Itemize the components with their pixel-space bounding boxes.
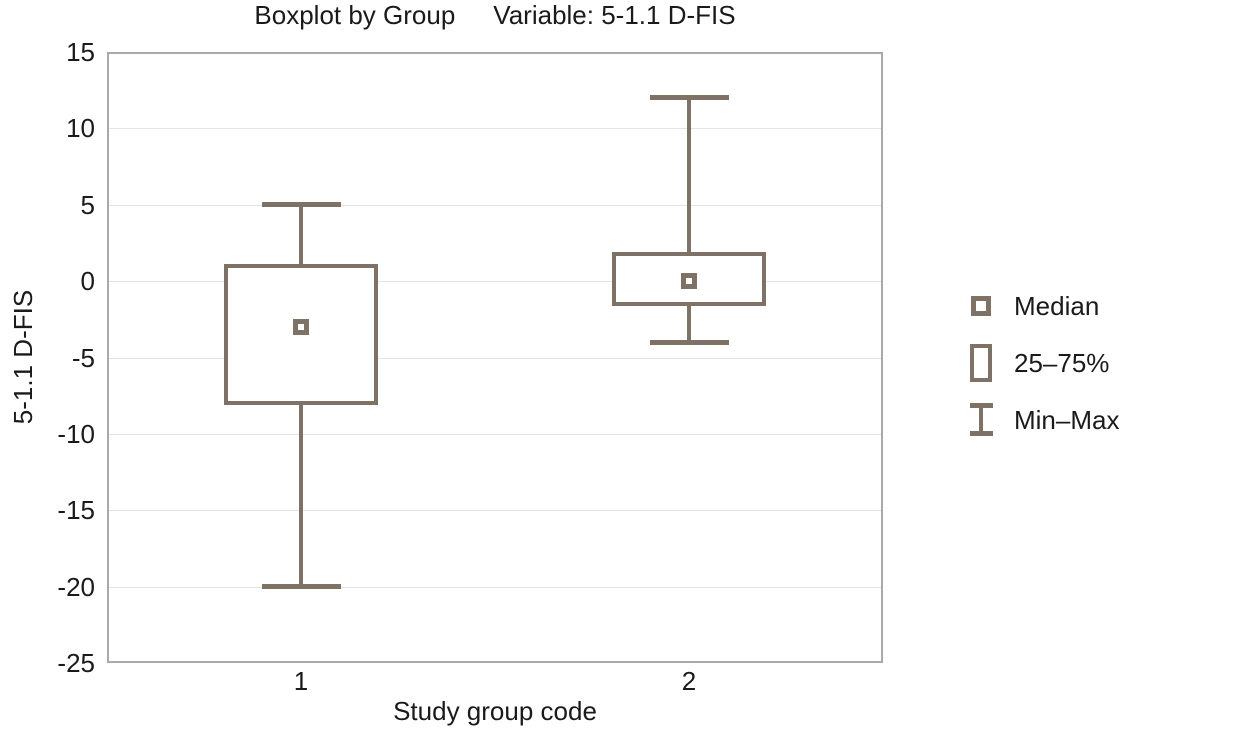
legend-item-iqr-box: 25–75%	[966, 334, 1119, 391]
gridline-y-5	[107, 204, 883, 206]
y-tick-label: -10	[57, 418, 95, 449]
legend-icon-cell	[966, 295, 996, 316]
whisker-cap-max-group-1	[261, 202, 341, 208]
chart-title-main: Boxplot by Group	[254, 0, 456, 30]
chart-title-variable: Variable: 5-1.1 D-FIS	[493, 0, 736, 30]
y-tick-label: 15	[66, 37, 95, 67]
y-tick-label: 0	[80, 266, 95, 297]
legend-icon-cell	[966, 343, 996, 382]
min-max-whisker-icon	[969, 403, 993, 436]
legend: Median 25–75% Min–Max	[966, 277, 1119, 448]
legend-item-min-max-whisker: Min–Max	[966, 391, 1119, 448]
median-marker-group-1	[293, 318, 309, 335]
iqr-box-icon	[970, 343, 992, 382]
x-tick-label: 2	[681, 666, 697, 696]
gridline-y-10	[107, 128, 883, 130]
whisker-icon-stem	[979, 403, 983, 436]
gridline-y--20	[107, 586, 883, 588]
whisker-cap-max-group-2	[649, 95, 729, 101]
chart-title: Boxplot by Group Variable: 5-1.1 D-FIS	[107, 0, 883, 32]
whisker-cap-min-group-1	[261, 584, 341, 590]
median-marker-group-2	[681, 273, 697, 290]
y-tick-label: -25	[57, 648, 95, 678]
legend-icon-cell	[966, 403, 996, 436]
gridline-y--5	[107, 357, 883, 359]
gridline-y-0	[107, 281, 883, 283]
legend-item-median-square: Median	[966, 277, 1119, 334]
median-square-icon	[971, 295, 991, 316]
y-tick-label: -5	[71, 342, 95, 373]
plot-area	[107, 52, 883, 663]
legend-label: Median	[1014, 290, 1100, 321]
whisker-group-2	[687, 97, 691, 343]
x-tick-label: 1	[293, 666, 309, 696]
y-tick-label: 5	[80, 189, 95, 220]
gridline-y--10	[107, 433, 883, 435]
x-axis-title: Study group code	[393, 696, 597, 726]
legend-label: 25–75%	[1014, 347, 1110, 378]
y-tick-label: 10	[66, 113, 95, 144]
plot-frame	[107, 52, 883, 663]
y-tick-label: -20	[57, 571, 95, 602]
y-tick-label: -15	[57, 495, 95, 526]
whisker-cap-min-group-2	[649, 339, 729, 345]
legend-label: Min–Max	[1014, 404, 1120, 435]
gridline-y--15	[107, 510, 883, 512]
whisker-icon-bottom-cap	[969, 431, 993, 436]
